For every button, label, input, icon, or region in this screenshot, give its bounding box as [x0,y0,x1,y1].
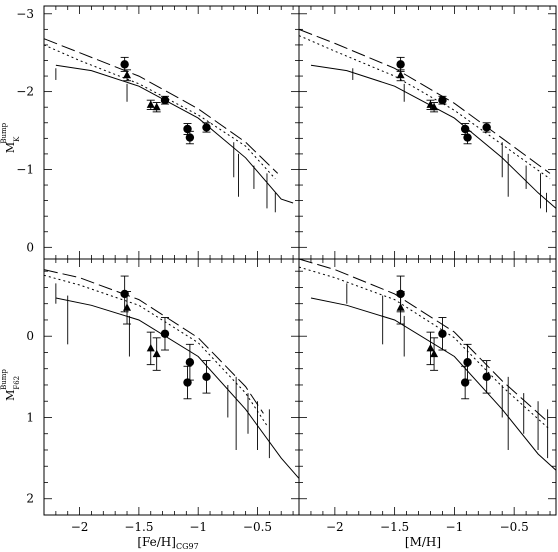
y-label-bottom-sup: Bump [0,369,8,390]
panel-bottom-left: 0 1 2 −2 −1.5 −1 −0.5 [26,258,300,534]
x-tick-label: −0.5 [243,520,272,534]
y-axis-label-top: MK Bump [0,122,21,153]
triangle-point [430,102,439,111]
circle-point [438,329,447,338]
model-curve-dotted [43,274,268,426]
model-curve-dotted [298,35,551,180]
x-label-left-main: [Fe/H] [137,535,176,549]
y-label-top-sup: Bump [0,122,8,143]
circle-point [202,372,211,382]
panel-frame [43,258,300,516]
y-label-bottom-main: M [4,390,17,401]
circle-point [438,95,447,105]
circle-point [396,289,405,299]
model-curve-long-dash [43,38,279,174]
circle-point [202,123,211,132]
y-tick-label: −1 [16,162,34,176]
triangle-point [396,70,405,79]
model-curve-long-dash [298,258,548,422]
x-tick-label: −1 [189,520,207,534]
panel-frame [43,5,300,260]
panel-top-left: −3 −2 −1 0 [16,5,300,260]
model-curve-solid [310,64,557,209]
circle-point [482,372,491,382]
triangle-point [426,343,435,352]
circle-point [160,95,170,105]
model-curve-solid [55,64,294,204]
y-tick-label: 0 [26,240,34,254]
y-label-top-sub: K [13,136,21,142]
x-tick-label: −0.5 [500,520,529,534]
y-tick-label: −2 [16,85,34,99]
circle-point [482,123,491,132]
triangle-point [430,349,439,358]
circle-point [120,60,129,69]
y-axis-label-bottom: MF62 Bump [0,369,21,401]
x-axis-label-left: [Fe/H]CG97 [137,535,198,551]
svg-text:MF62Bump: MF62 Bump [0,369,21,401]
x-tick-label: −2 [326,520,344,534]
panel-frame [298,5,557,260]
triangle-point [146,343,155,352]
panel-top-right [298,5,557,260]
triangle-point [152,102,161,111]
plots-group: −3 −2 −1 0 0 1 2 −2 −1.5 −1 −0.5 −2 −1.5 −1 −0.5 [16,5,557,534]
y-tick-label: 1 [26,410,34,424]
y-tick-label: 0 [26,329,34,343]
model-curve-dotted [298,266,551,431]
triangle-point [123,70,132,79]
triangle-point [146,100,155,108]
circle-point [185,358,195,367]
circle-point [463,133,472,142]
circle-point [183,378,192,387]
y-label-bottom-sub: F62 [13,376,21,390]
x-axis-label-right: [M/H] [405,535,441,549]
y-label-top-main: M [4,142,17,153]
circle-point [460,378,470,387]
x-tick-label: −1.5 [124,520,153,534]
triangle-point [152,349,161,358]
circle-point [460,124,470,134]
model-curve-solid [310,297,557,471]
y-tick-label: −3 [16,7,34,21]
circle-point [160,329,170,338]
model-curve-long-dash [43,269,264,414]
circle-point [185,133,195,142]
model-curve-solid [55,297,300,479]
y-tick-label: 2 [26,492,34,506]
circle-point [120,289,129,299]
panel-bottom-right: −2 −1.5 −1 −0.5 [298,258,557,534]
panel-frame [298,258,557,516]
x-tick-label: −1 [446,520,464,534]
svg-text:MKBump: MK Bump [0,122,21,153]
x-tick-label: −2 [71,520,89,534]
circle-point [183,124,192,134]
x-tick-label: −1.5 [380,520,409,534]
circle-point [396,60,405,69]
circle-point [463,358,472,367]
model-curve-long-dash [298,28,551,174]
x-label-left-sub: CG97 [176,542,199,551]
